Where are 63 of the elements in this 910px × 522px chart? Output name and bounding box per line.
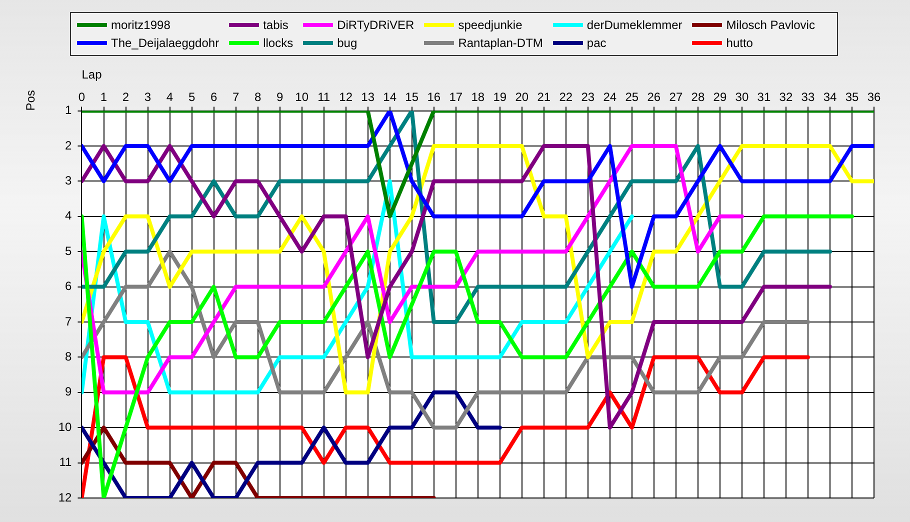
y-tick-label: 1 [65,103,72,118]
legend-label: Milosch Pavlovic [726,18,815,32]
y-tick-label: 4 [65,208,72,223]
x-tick-label: 4 [166,90,174,104]
y-tick-label: 7 [65,314,72,328]
legend-label: llocks [263,36,294,50]
x-tick-label: 36 [867,90,881,104]
legend-label: bug [337,36,358,50]
legend-label: speedjunkie [458,18,522,32]
x-tick-label: 14 [383,90,397,104]
x-tick-label: 3 [144,90,152,104]
x-tick-label: 7 [232,90,240,104]
legend-label: The_Deijalaeggdohr [111,36,220,50]
x-tick-label: 17 [449,90,463,104]
y-tick-label: 9 [65,384,72,399]
x-tick-label: 19 [493,90,507,104]
x-tick-label: 0 [78,90,86,104]
legend-label: Rantaplan-DTM [458,36,543,50]
x-tick-label: 12 [339,90,353,104]
y-tick-label: 5 [65,244,72,258]
y-tick-label: 3 [65,174,72,188]
x-tick-label: 33 [801,90,815,104]
x-tick-label: 31 [757,90,771,104]
x-tick-label: 21 [537,90,551,104]
legend-label: DiRTyDRiVER [337,18,414,32]
x-tick-label: 34 [823,90,837,104]
y-tick-label: 2 [65,138,72,152]
x-tick-label: 8 [254,90,262,104]
x-tick-label: 26 [647,90,661,104]
x-tick-label: 23 [581,90,595,104]
x-tick-label: 20 [515,90,529,104]
x-tick-label: 32 [779,90,793,104]
y-tick-label: 10 [58,420,72,434]
x-tick-label: 29 [713,90,727,104]
x-tick-label: 2 [122,90,130,104]
y-axis-title: Pos [24,90,38,111]
x-axis-title: Lap [82,68,102,82]
y-tick-label: 11 [59,455,72,470]
y-tick-label: 8 [65,350,72,364]
legend-label: derDumeklemmer [586,18,682,32]
y-tick-label: 12 [58,490,72,504]
x-tick-label: 30 [735,90,749,104]
x-tick-label: 18 [471,90,485,104]
x-tick-label: 11 [318,90,330,104]
x-tick-label: 13 [361,90,375,104]
y-tick-label: 6 [65,279,72,294]
x-tick-label: 5 [188,90,196,104]
x-tick-label: 28 [691,90,705,104]
legend-label: hutto [726,36,753,50]
legend-label: pac [586,36,606,50]
x-tick-label: 22 [559,90,573,104]
x-tick-label: 27 [669,90,683,104]
x-tick-label: 24 [603,90,617,104]
x-tick-label: 15 [405,90,419,104]
x-tick-label: 9 [276,90,284,104]
x-tick-label: 35 [845,90,859,104]
x-tick-label: 25 [625,90,639,104]
x-tick-label: 16 [427,90,441,104]
x-tick-label: 6 [210,90,218,104]
x-tick-label: 10 [295,90,309,104]
legend-label: tabis [263,18,288,32]
legend-label: moritz1998 [111,18,170,32]
x-tick-label: 1 [100,90,108,104]
